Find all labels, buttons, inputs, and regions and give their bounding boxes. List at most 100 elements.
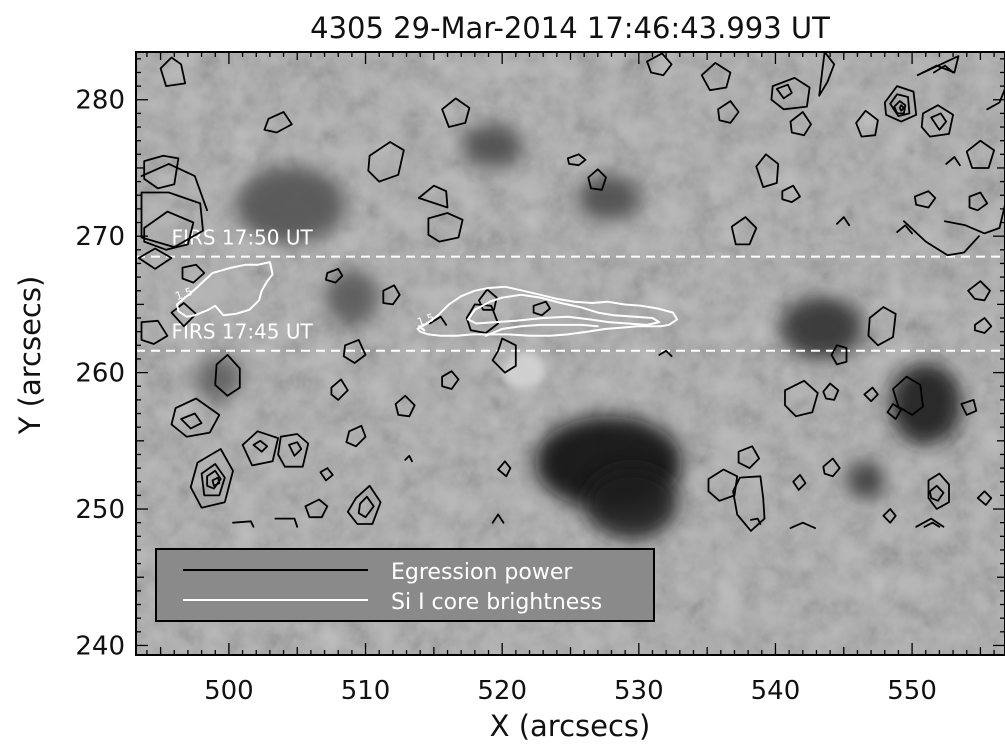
egression-contour-45: [587, 168, 607, 191]
y-axis-label: Y (arcsecs): [13, 276, 47, 436]
egression-contour-29: [427, 212, 464, 243]
egression-contour-60: [898, 104, 905, 112]
egression-contour-12: [200, 463, 226, 497]
dark-feature-plage-left: [235, 166, 346, 243]
dark-feature-plage-left-2: [324, 270, 380, 325]
legend-label-egression: Egression power: [391, 560, 573, 585]
si-core-contour-4: [484, 323, 599, 337]
egression-contour-95: [976, 490, 993, 506]
contour-labels: 1.5 1.5: [174, 285, 437, 329]
slit-label-0: FIRS 17:50 UT: [172, 225, 314, 249]
plot-image: FIRS 17:50 UT FIRS 17:45 UT 1.5 1.5: [136, 52, 1005, 655]
dark-feature-umbra-main-lower: [585, 468, 679, 540]
egression-contour-79: [784, 379, 819, 418]
egression-contour-74: [974, 317, 993, 334]
egression-contour-6: [140, 319, 169, 345]
egression-contour-32: [465, 303, 499, 334]
si-core-contour-3: [417, 325, 426, 332]
egression-contour-43: [532, 300, 551, 317]
egression-contour-69: [944, 203, 1005, 235]
egression-contour-48: [755, 153, 780, 188]
egression-contour-15: [241, 430, 279, 467]
egression-contour-55: [855, 109, 879, 138]
dark-feature-pore-upper-mid: [462, 124, 523, 168]
egression-contour-71: [896, 224, 913, 235]
egression-contour-11: [189, 448, 234, 509]
egression-contour-63: [916, 55, 960, 77]
egression-contour-34: [428, 315, 448, 326]
egression-contour-82: [960, 399, 978, 416]
si-core-contour-2: [467, 293, 661, 326]
egression-contour-4: [140, 163, 208, 212]
egression-contour-97: [658, 349, 673, 358]
egression-contour-72: [836, 216, 851, 227]
egression-contour-73: [967, 280, 991, 302]
si-core-contour-0: [176, 261, 274, 318]
dark-feature-pore-upper-mid-2: [577, 174, 641, 222]
dark-features: [196, 124, 962, 540]
egression-contour-98: [497, 460, 512, 478]
egression-contour-19: [232, 520, 255, 528]
egression-contour-75: [986, 87, 1005, 111]
egression-contour-90: [927, 472, 950, 510]
bright-feature-flare-kernel: [502, 352, 546, 388]
egression-contour-70: [903, 220, 980, 257]
egression-contour-41: [404, 454, 413, 463]
egression-contour-49: [730, 216, 758, 246]
egression-contour-23: [214, 354, 241, 397]
egression-contour-28: [382, 284, 401, 306]
egression-contour-77: [830, 344, 848, 366]
x-tick-label: 550: [887, 676, 937, 706]
egression-contour-10: [180, 412, 203, 430]
axis-ticks: [136, 52, 1005, 655]
egression-contour-18: [288, 441, 303, 457]
egression-contour-53: [818, 52, 836, 97]
egression-contours: [137, 52, 1005, 532]
egression-contour-66: [913, 190, 937, 209]
egression-contour-25: [325, 268, 344, 284]
egression-contour-51: [770, 77, 811, 111]
dark-feature-pore-right-small: [846, 461, 885, 500]
bright-features: [186, 273, 578, 388]
egression-contour-3: [140, 191, 204, 248]
egression-contour-36: [394, 394, 416, 418]
egression-contour-9: [170, 397, 221, 438]
egression-contour-61: [920, 104, 954, 138]
egression-contour-76: [867, 306, 897, 347]
egression-contour-40: [319, 467, 334, 482]
x-tick-label: 530: [614, 676, 664, 706]
axis-tick-labels: 500 510 520 530 540 550 240 250 260 270 280: [75, 86, 937, 706]
egression-contour-16: [252, 439, 269, 453]
egression-contour-2: [143, 210, 195, 251]
contour-label-1: 1.5: [415, 311, 436, 329]
egression-contour-56: [781, 184, 801, 203]
y-tick-label: 250: [75, 495, 125, 525]
egression-contour-42: [491, 513, 505, 524]
egression-contour-62: [930, 112, 948, 131]
x-tick-label: 520: [477, 676, 527, 706]
egression-contour-0: [159, 56, 187, 87]
egression-contour-89: [750, 517, 762, 525]
egression-contour-88: [732, 475, 766, 532]
legend-label-si-core: Si I core brightness: [391, 590, 602, 615]
egression-contour-5: [137, 247, 173, 270]
egression-contour-86: [737, 445, 760, 469]
dark-feature-pore-left-low: [196, 356, 243, 400]
egression-contour-21: [346, 484, 382, 525]
egression-contour-59: [893, 100, 907, 115]
egression-contour-44: [566, 153, 587, 167]
slit-lines: FIRS 17:50 UT FIRS 17:45 UT: [136, 225, 1005, 352]
y-tick-label: 260: [75, 359, 125, 389]
egression-contour-50: [717, 100, 740, 124]
y-tick-label: 280: [75, 86, 125, 116]
egression-contour-68: [968, 191, 989, 212]
egression-contour-35: [441, 370, 460, 390]
egression-contour-83: [863, 386, 879, 403]
egression-contour-47: [700, 62, 732, 92]
x-tick-label: 510: [341, 676, 391, 706]
egression-contour-27: [441, 97, 471, 128]
y-tick-label: 270: [75, 222, 125, 252]
egression-contour-99: [304, 498, 329, 519]
egression-contour-91: [929, 484, 945, 502]
